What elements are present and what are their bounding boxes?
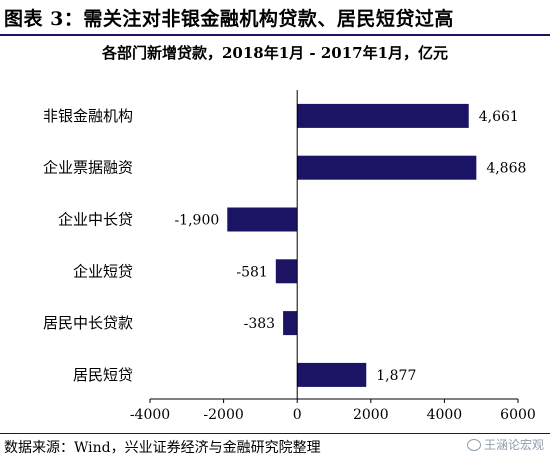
x-tick-label: -4000 xyxy=(130,407,170,423)
footer-rule xyxy=(0,433,550,434)
bar xyxy=(275,259,298,284)
bar xyxy=(283,311,298,336)
watermark: 王涵论宏观 xyxy=(466,436,544,453)
x-tick-label: 2000 xyxy=(353,407,389,423)
data-label: 1,877 xyxy=(376,368,416,384)
category-label: 居民短贷 xyxy=(73,366,133,384)
x-tick-label: 6000 xyxy=(500,407,536,423)
data-label: -581 xyxy=(236,264,267,280)
x-tick-label: -2000 xyxy=(203,407,243,423)
source-note: 数据来源：Wind，兴业证券经济与金融研究院整理 xyxy=(4,440,321,456)
category-label: 企业中长贷 xyxy=(58,211,133,229)
wechat-icon xyxy=(466,438,481,451)
watermark-text: 王涵论宏观 xyxy=(483,438,544,452)
data-label: -1,900 xyxy=(174,213,219,229)
category-label: 企业票据融资 xyxy=(43,159,133,177)
bar xyxy=(227,207,298,232)
bars-layer xyxy=(227,103,477,387)
labels-layer: 非银金融机构 4,661 企业票据融资 4,868 企业中长贷 -1,900 企业短贷 -58… xyxy=(43,107,526,384)
chart-header: 图表 3：需关注对非银金融机构贷款、居民短贷过高 xyxy=(0,0,550,36)
category-label: 居民中长贷款 xyxy=(43,314,133,332)
data-label: -383 xyxy=(244,316,275,332)
chart-title: 图表 3：需关注对非银金融机构贷款、居民短贷过高 xyxy=(4,8,454,30)
data-label: 4,868 xyxy=(486,161,526,177)
x-tick-label: 4000 xyxy=(427,407,463,423)
category-label: 企业短贷 xyxy=(73,262,133,280)
bar xyxy=(297,103,469,128)
data-label: 4,661 xyxy=(479,109,519,125)
x-tick-label: 0 xyxy=(293,407,302,423)
bar xyxy=(297,155,477,180)
x-axis: -4000 -2000 0 2000 4000 6000 xyxy=(130,90,536,423)
chart-subtitle: 各部门新增贷款，2018年1月 - 2017年1月，亿元 xyxy=(101,44,449,62)
bar xyxy=(297,362,367,387)
category-label: 非银金融机构 xyxy=(43,107,133,125)
